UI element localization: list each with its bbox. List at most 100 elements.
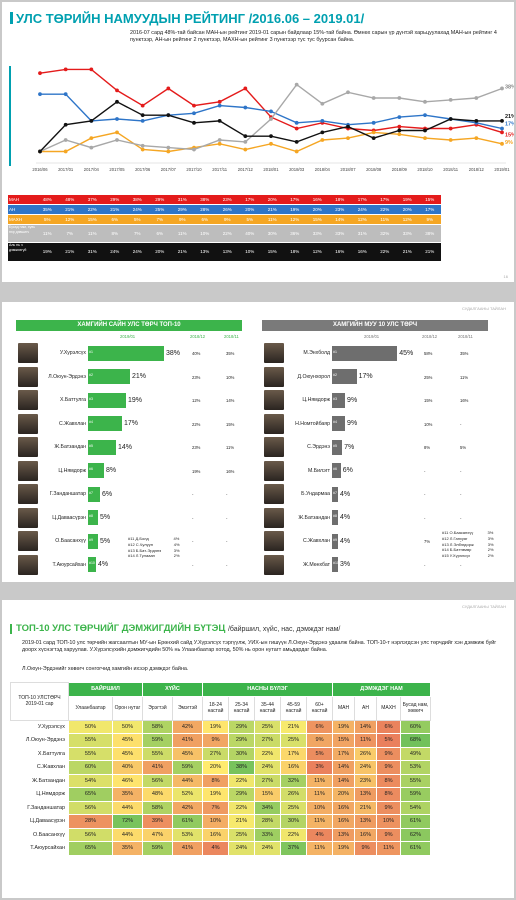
table-cell: 11%	[306, 773, 333, 788]
table-cell: 8%	[376, 773, 401, 788]
table-cell: 13%	[354, 787, 377, 802]
table-cell: 60%	[68, 760, 113, 775]
data-point	[243, 105, 248, 110]
x-tick-label: 2018/10	[417, 167, 433, 172]
table-cell: 50%	[68, 719, 113, 734]
table-cell: 9%	[426, 217, 433, 222]
rank-label: #10	[333, 561, 339, 565]
table-cell: 6%	[111, 217, 118, 222]
table-cell: 45%	[112, 746, 143, 761]
best-col-b: 2018/12	[190, 334, 206, 339]
data-point	[448, 117, 453, 121]
table-cell: 5%	[246, 217, 253, 222]
data-point	[320, 138, 325, 142]
table-cell: 15%	[332, 733, 355, 748]
x-tick-label: 2017/10	[186, 167, 202, 172]
prev-value: -	[192, 492, 194, 497]
best-title: ХАМГИЙН САЙН УЛС ТӨРЧ ТОП-10	[16, 320, 242, 331]
row-name: Ж.Батзандан	[10, 773, 69, 788]
data-point	[294, 82, 299, 87]
table-cell: 59%	[142, 841, 173, 856]
table-cell: 11%	[42, 231, 52, 236]
data-point	[294, 126, 299, 131]
extra-rank-item: #12 Л.Ганхуяг 3%	[442, 536, 494, 542]
extra-rank: #15	[442, 553, 450, 559]
data-point	[38, 149, 42, 154]
slide3-title: ТОП-10 УЛС ТӨРЧИЙГ ДЭМЖИГДИЙН БҮТЭЦ /бай…	[16, 623, 340, 634]
table-cell: 21%	[267, 207, 277, 212]
table-cell: 27%	[254, 773, 281, 788]
table-cell: 31%	[357, 231, 367, 236]
table-cell: 32%	[280, 773, 307, 788]
table-row: Т.Аюурсайхан 65% 35% 59% 41% 4% 24% 24% 37% 11% 19…	[10, 841, 431, 856]
table-cell: 22%	[380, 207, 390, 212]
table-cell: 7%	[202, 800, 229, 815]
table-cell: 29%	[177, 207, 187, 212]
extra-value: 3%	[487, 541, 494, 547]
table-cell: 3%	[306, 760, 333, 775]
x-tick-label: 2018/01	[263, 167, 279, 172]
table-cell: 19%	[402, 197, 412, 202]
table-cell: 25%	[254, 719, 281, 734]
data-point	[397, 115, 402, 119]
table-cell: 7%	[156, 217, 163, 222]
extra-rank: #13	[442, 541, 450, 547]
table-cell: 38%	[228, 760, 255, 775]
avatar	[264, 507, 284, 528]
table-cell: 11%	[354, 733, 377, 748]
row-label: Аль нь ч дэмжихгүй	[9, 243, 27, 252]
table-row: Бусад нам, хувь нэр дэвшигч 11% 7% 11% 8% 7% 6…	[8, 225, 441, 242]
slide2-header: СУДАЛГААНЫ ТАЙЛАН	[461, 306, 506, 311]
extra-rank: #13	[128, 547, 136, 553]
table-cell: 14%	[354, 719, 377, 734]
table-cell: 10%	[306, 800, 333, 815]
politician-name: Д.Оюунхорол	[297, 373, 330, 380]
data-point	[140, 143, 145, 148]
data-point	[115, 117, 119, 121]
table-cell: 28%	[254, 814, 281, 829]
table-cell: 16%	[312, 197, 322, 202]
extra-name: Л.Тулааан	[135, 553, 155, 559]
data-point	[140, 113, 145, 118]
table-cell: 37%	[87, 197, 97, 202]
table-row: У.Хурэлсүх 50% 50% 58% 42% 19% 29% 25% 21% 6% 19% 1…	[10, 719, 431, 734]
table-cell: 52%	[172, 787, 203, 802]
table-cell: 27%	[202, 746, 229, 761]
table-cell: 10%	[245, 249, 255, 254]
x-tick-label: 2018/12	[469, 167, 485, 172]
table-cell: 19%	[290, 207, 300, 212]
table-cell: 48%	[142, 787, 173, 802]
ranking-bar: #2	[88, 369, 130, 384]
table-row: Ц.Нямдорж 65% 35% 48% 52% 19% 29% 15% 26% 11% 20% 1…	[10, 787, 431, 802]
data-point	[243, 86, 248, 91]
table-cell: 32%	[380, 231, 390, 236]
prev-value-2: -	[226, 562, 228, 568]
avatar	[18, 460, 38, 481]
table-cell: 16%	[335, 249, 345, 254]
table-cell: 13%	[332, 827, 355, 842]
extra-name: Б.Баттөмөр	[449, 547, 472, 553]
data-point	[166, 149, 171, 154]
table-cell: 15%	[425, 197, 435, 202]
politician-name: Т.Аюурсайхан	[52, 561, 86, 568]
extra-value: 4%	[173, 536, 180, 541]
column-header: Улаанбаатар	[68, 695, 113, 721]
worst-col-a: 2019/01	[364, 334, 380, 339]
slide1-bullet: 2016-07 сард 48%-тай байсан МАН-ын рейти…	[130, 30, 497, 43]
data-point	[474, 119, 479, 123]
table-cell: 29%	[228, 719, 255, 734]
extra-rank-item: #15 У.Хүрэлсүх 2%	[442, 553, 494, 559]
table-cell: 17%	[245, 197, 255, 202]
prev-value: -	[424, 492, 426, 497]
politician-name: Г.Занданшатар	[49, 491, 86, 497]
politician-name: О.Баасанхүү	[55, 538, 86, 544]
table-cell: 14%	[332, 773, 355, 788]
table-cell: 12%	[357, 217, 367, 222]
table-cell: 15%	[267, 249, 277, 254]
table-cell: 55%	[68, 746, 113, 761]
end-label: 38%	[505, 84, 514, 90]
worst-col-c: 2018/11	[458, 334, 473, 339]
title-accent	[10, 624, 12, 634]
value-label: 4%	[340, 537, 351, 545]
avatar	[18, 343, 38, 363]
